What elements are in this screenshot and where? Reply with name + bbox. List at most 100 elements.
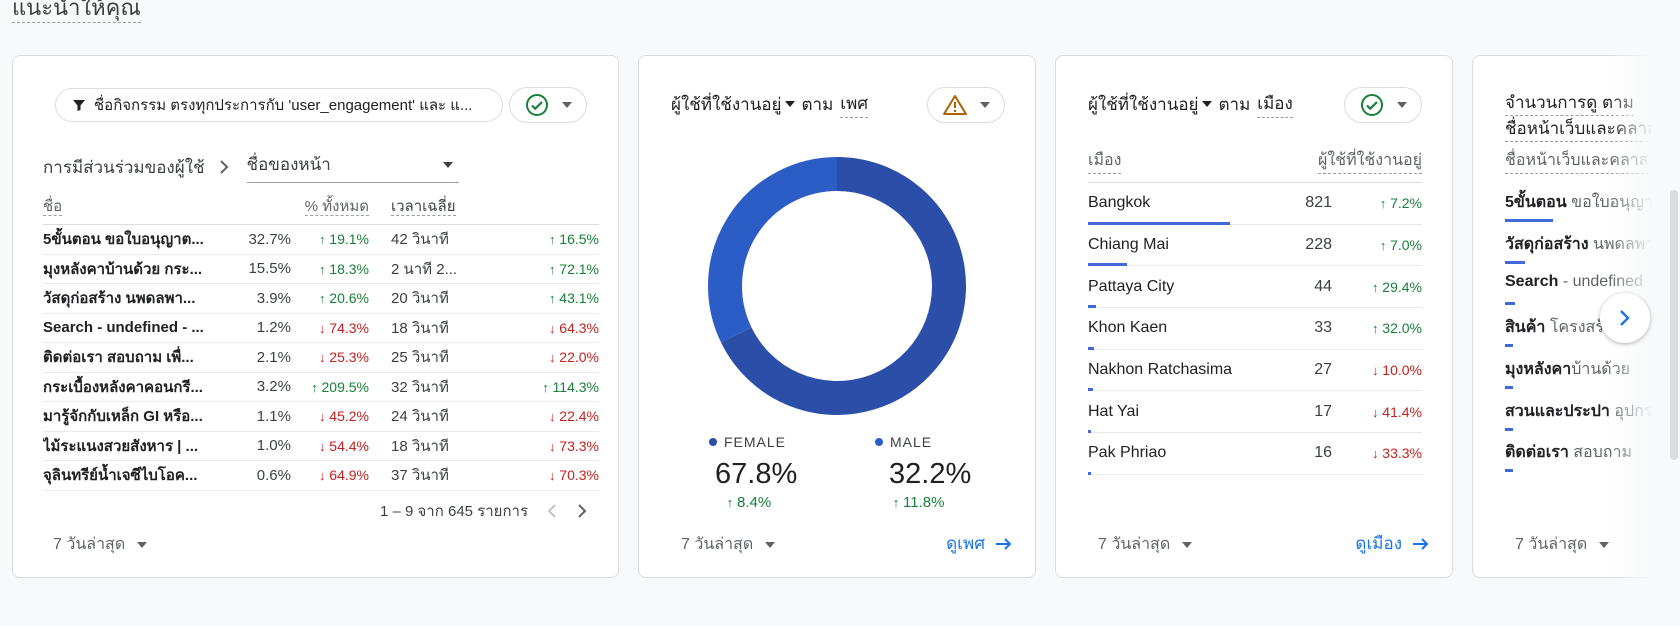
view-gender-link[interactable]: ดูเพศ xyxy=(946,530,1013,557)
arrow-up-icon: ↑ xyxy=(311,379,318,395)
arrow-down-icon: ↓ xyxy=(319,468,326,484)
table-row[interactable]: Pak Phriao 16 ↓ 33.3% xyxy=(1088,433,1422,475)
dimension-label[interactable]: เมือง xyxy=(1257,90,1293,118)
card-title: ผู้ใช้ที่ใช้งานอยู่ ตาม เพศ xyxy=(671,90,869,118)
metric-select[interactable]: ผู้ใช้ที่ใช้งานอยู่ xyxy=(671,94,782,114)
table-row[interactable]: Nakhon Ratchasima 27 ↓ 10.0% xyxy=(1088,350,1422,392)
filter-icon xyxy=(73,100,85,111)
row-city[interactable]: Chiang Mai xyxy=(1088,236,1169,254)
row-bar xyxy=(1505,344,1513,348)
table-row[interactable]: มุงหลังคาบ้านด้วย กระ... 15.5% ↑ 18.3% 2 นาท… xyxy=(43,255,599,284)
row-pct: 0.6% xyxy=(256,466,291,484)
table-row[interactable]: Pattaya City 44 ↑ 29.4% xyxy=(1088,266,1422,309)
row-name[interactable]: กระเบื้องหลังคาคอนกรี... xyxy=(43,378,203,396)
col-pct-total[interactable]: % ทั้งหมด xyxy=(304,198,369,216)
date-range-select[interactable]: 7 วันล่าสุด xyxy=(53,532,148,557)
row-value: 44 xyxy=(1314,277,1332,295)
table-row[interactable]: Bangkok 821 ↑ 7.2% xyxy=(1088,183,1422,225)
row-name[interactable]: 5ขั้นตอน ขอใบอนุญาต... xyxy=(43,231,204,249)
dimension-select[interactable]: ชื่อของหน้า xyxy=(246,151,459,183)
row-time-change: ↓ 64.3% xyxy=(549,319,599,336)
chevron-down-icon xyxy=(1396,102,1407,108)
dimension-label[interactable]: เพศ xyxy=(840,90,869,118)
row-pct: 1.1% xyxy=(256,407,291,425)
status-menu-button[interactable] xyxy=(927,87,1005,123)
gender-donut-chart xyxy=(708,157,966,415)
row-pct-change: ↓ 45.2% xyxy=(319,408,369,425)
row-value: 27 xyxy=(1314,361,1332,379)
chevron-down-icon[interactable] xyxy=(785,101,796,107)
row-bar xyxy=(1088,388,1093,392)
table-row[interactable]: 5ขั้นตอน ขอใบอนุญาต... 32.7% ↑ 19.1% 42 วินา… xyxy=(43,225,599,255)
row-name[interactable]: ไม้ระแนงสวยสังหาร | ... xyxy=(43,437,199,455)
row-time: 18 วินาที xyxy=(391,437,449,455)
row-name[interactable]: มุงหลังคาบ้านด้วย กระ... xyxy=(43,260,203,278)
table-row[interactable]: วัสดุก่อสร้าง นพดลพา... 3.9% ↑ 20.6% 20 วินา… xyxy=(43,284,599,314)
table-row[interactable]: จุลินทรีย์น้ำเจซีไบโอค... 0.6% ↓ 64.9% 37 วิ… xyxy=(43,461,599,491)
arrow-right-icon xyxy=(1413,537,1429,550)
col-avg-time[interactable]: เวลาเฉลี่ย xyxy=(391,198,456,216)
col-name[interactable]: ชื่อ xyxy=(43,198,63,216)
row-name[interactable]: ติดต่อเรา สอบถาม เพื่... xyxy=(43,349,194,367)
row-change: ↓ 41.4% xyxy=(1372,403,1422,420)
col-city[interactable]: เมือง xyxy=(1088,148,1122,174)
row-name[interactable]: จุลินทรีย์น้ำเจซีไบโอค... xyxy=(43,467,198,485)
male-slice[interactable] xyxy=(708,157,838,343)
legend-female: FEMALE xyxy=(709,434,786,450)
view-city-label: ดูเมือง xyxy=(1355,534,1402,553)
row-bar xyxy=(1505,427,1513,431)
date-range-select[interactable]: 7 วันล่าสุด xyxy=(681,532,776,557)
table-row[interactable]: Hat Yai 17 ↓ 41.4% xyxy=(1088,391,1422,434)
row-city[interactable]: Pattaya City xyxy=(1088,277,1175,295)
table-row[interactable]: Khon Kaen 33 ↑ 32.0% xyxy=(1088,308,1422,350)
table-row[interactable]: Chiang Mai 228 ↑ 7.0% xyxy=(1088,225,1422,267)
table-row[interactable]: Search - undefined - ... 1.2% ↓ 74.3% 18 วิน… xyxy=(43,314,599,343)
row-time: 2 นาที 2... xyxy=(391,260,458,278)
arrow-up-icon: ↑ xyxy=(319,232,326,248)
row-pct: 1.2% xyxy=(256,319,291,337)
arrow-up-icon: ↑ xyxy=(1379,196,1387,212)
table-row[interactable]: ไม้ระแนงสวยสังหาร | ... 1.0% ↓ 54.4% 18 วินา… xyxy=(43,432,599,461)
status-menu-button[interactable] xyxy=(1344,87,1422,123)
date-range-select[interactable]: 7 วันล่าสุด xyxy=(1515,532,1610,557)
by-label: ตาม xyxy=(801,94,834,114)
row-city[interactable]: Pak Phriao xyxy=(1088,444,1167,462)
row-city[interactable]: Hat Yai xyxy=(1088,402,1139,420)
filter-text: ชื่อกิจกรรม ตรงทุกประการกับ 'user_engage… xyxy=(94,97,473,114)
female-change: ↑ 8.4% xyxy=(726,494,772,511)
row-name[interactable]: มารู้จักกับเหล็ก GI หรือ... xyxy=(43,408,203,426)
next-cards-button[interactable] xyxy=(1600,293,1650,343)
chevron-left-icon[interactable] xyxy=(546,502,558,520)
row-value: 228 xyxy=(1305,236,1332,254)
table-row[interactable]: กระเบื้องหลังคาคอนกรี... 3.2% ↑ 209.5% 32 วิ… xyxy=(43,373,599,402)
row-name[interactable]: Search - undefined - ... xyxy=(43,319,204,337)
row-change: ↑ 29.4% xyxy=(1372,278,1422,295)
scrollbar-thumb[interactable] xyxy=(1670,190,1678,460)
filter-chip[interactable]: ชื่อกิจกรรม ตรงทุกประการกับ 'user_engage… xyxy=(55,88,503,122)
row-city[interactable]: Khon Kaen xyxy=(1088,319,1168,337)
row-change: ↑ 7.0% xyxy=(1379,237,1422,254)
female-slice[interactable] xyxy=(720,157,966,415)
status-menu-button[interactable] xyxy=(509,87,587,123)
view-city-link[interactable]: ดูเมือง xyxy=(1355,530,1430,557)
chevron-right-icon[interactable] xyxy=(576,502,588,520)
arrow-down-icon: ↓ xyxy=(319,350,326,366)
date-range-label: 7 วันล่าสุด xyxy=(681,536,754,553)
metric-select[interactable]: ผู้ใช้ที่ใช้งานอยู่ xyxy=(1088,94,1199,114)
row-change: ↓ 33.3% xyxy=(1372,445,1422,462)
chevron-down-icon[interactable] xyxy=(1202,101,1213,107)
row-city[interactable]: Nakhon Ratchasima xyxy=(1088,361,1233,379)
arrow-down-icon: ↓ xyxy=(1372,446,1379,462)
col-active-users[interactable]: ผู้ใช้ที่ใช้งานอยู่ xyxy=(1318,148,1422,174)
table-row[interactable]: ติดต่อเรา สอบถาม เพื่... 2.1% ↓ 25.3% 25 วิน… xyxy=(43,343,599,373)
row-name[interactable]: วัสดุก่อสร้าง นพดลพา... xyxy=(43,290,196,308)
crumb-engagement: การมีส่วนร่วมของผู้ใช้ xyxy=(43,157,205,177)
arrow-up-icon: ↑ xyxy=(549,261,556,277)
row-city[interactable]: Bangkok xyxy=(1088,194,1151,212)
table-row[interactable]: มารู้จักกับเหล็ก GI หรือ... 1.1% ↓ 45.2% 24 … xyxy=(43,402,599,432)
date-range-select[interactable]: 7 วันล่าสุด xyxy=(1098,532,1193,557)
card-users-by-city: ผู้ใช้ที่ใช้งานอยู่ ตาม เมือง เมือง ผู้ใ… xyxy=(1055,55,1453,578)
check-circle-icon xyxy=(525,94,548,116)
female-pct: 67.8% xyxy=(715,458,798,490)
row-time-change: ↑ 16.5% xyxy=(549,231,599,248)
